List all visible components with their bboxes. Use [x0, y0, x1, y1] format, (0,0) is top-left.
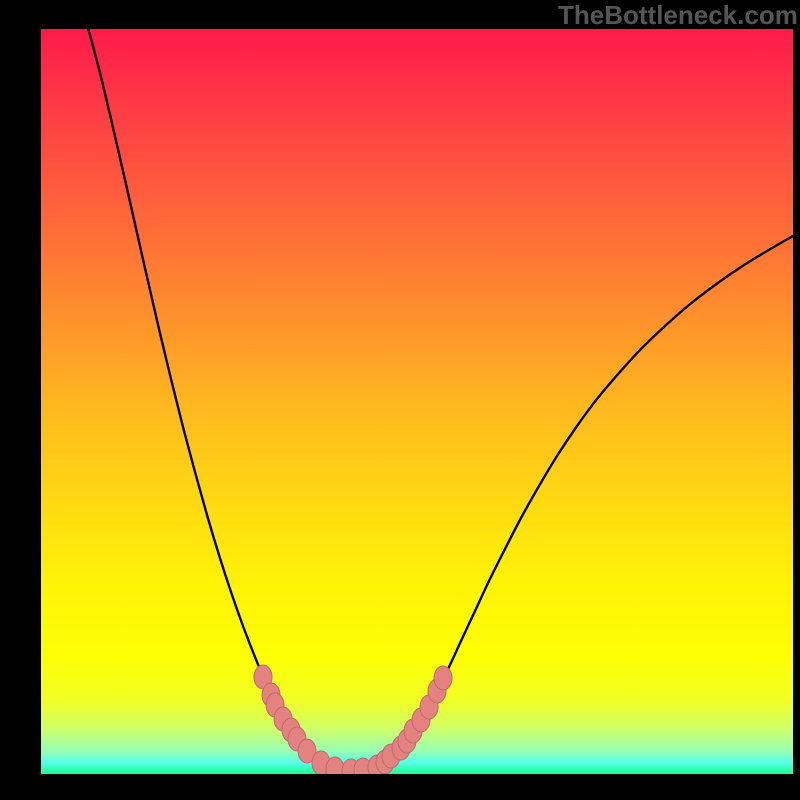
watermark-label: TheBottleneck.com: [558, 0, 798, 31]
chart-frame: TheBottleneck.com: [0, 0, 800, 800]
bottleneck-curve-plot: [41, 29, 793, 774]
plot-background: [41, 29, 793, 774]
curve-marker: [434, 666, 452, 690]
